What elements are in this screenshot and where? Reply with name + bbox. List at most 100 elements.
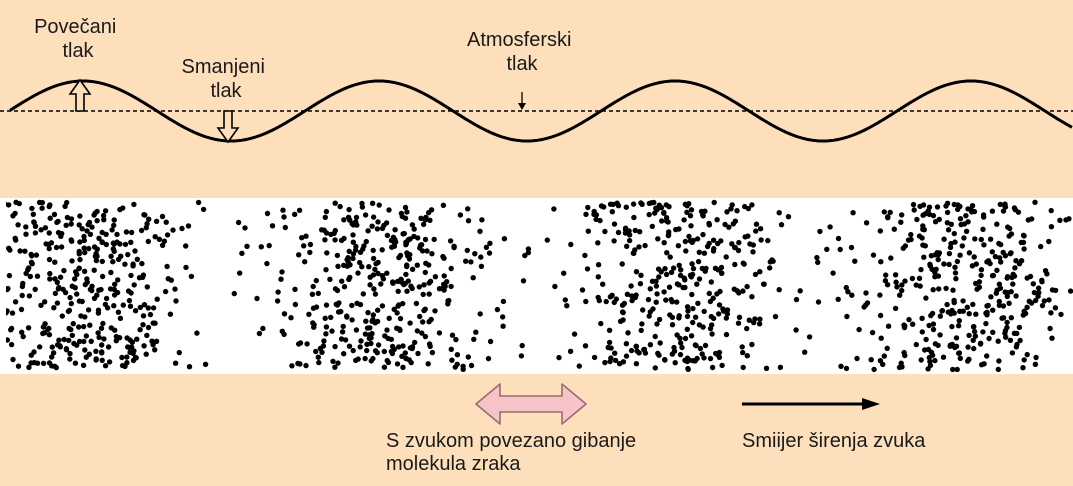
molecule-dot (607, 358, 613, 365)
molecule-dot (441, 273, 447, 279)
molecule-dot (906, 316, 912, 323)
molecule-dot (477, 228, 483, 234)
molecule-dot (128, 239, 134, 245)
molecule-dot (971, 324, 977, 330)
molecule-dot (91, 267, 97, 273)
molecule-dot (12, 210, 18, 217)
molecule-dot (928, 253, 935, 259)
molecule-dot (683, 248, 689, 254)
molecule-dot (111, 217, 117, 223)
molecule-dot (117, 206, 123, 213)
molecule-dot (313, 304, 320, 310)
molecule-dot (106, 359, 113, 365)
molecule-dot (124, 354, 130, 360)
molecule-dot (715, 267, 721, 273)
molecule-dot (863, 220, 870, 226)
molecule-dot (706, 240, 712, 247)
decreased-pressure-label: Smanjeni tlak (182, 56, 271, 102)
molecule-dot (996, 302, 1003, 308)
molecule-dot (898, 219, 904, 225)
molecule-dot (664, 250, 670, 256)
molecule-dot (357, 259, 363, 266)
molecule-dot (103, 241, 110, 248)
molecule-dot (82, 347, 88, 353)
molecule-dot (102, 363, 109, 369)
molecule-dot (95, 330, 101, 336)
molecule-dot (346, 343, 353, 349)
molecule-dot (628, 347, 635, 354)
molecule-dot (427, 278, 434, 284)
molecule-dot (307, 249, 313, 256)
molecule-dot (117, 315, 124, 321)
molecule-dot (520, 278, 527, 284)
molecule-dot (921, 227, 927, 233)
molecule-dot (10, 356, 16, 363)
molecule-dot (640, 307, 646, 313)
molecule-dot (719, 270, 725, 276)
molecule-dot (884, 282, 891, 288)
molecule-dot (1014, 330, 1020, 337)
molecule-dot (426, 262, 432, 268)
molecule-dot (746, 317, 752, 323)
molecule-dot (740, 349, 746, 356)
molecule-dot (765, 237, 771, 244)
molecule-dot (802, 349, 808, 355)
molecule-dot (972, 236, 978, 242)
molecule-dot (418, 215, 424, 221)
molecule-dot (119, 354, 125, 361)
molecule-dot (671, 344, 677, 351)
molecule-dot (454, 361, 460, 367)
molecule-dot (1049, 335, 1055, 341)
molecule-dot (793, 327, 799, 333)
molecule-dot (323, 267, 329, 273)
molecule-dot (66, 337, 72, 344)
molecule-dot (103, 295, 110, 302)
molecule-dot (404, 262, 410, 268)
molecule-dot (389, 244, 395, 250)
molecule-dot (357, 344, 363, 350)
molecule-dot (626, 232, 633, 238)
molecule-dot (93, 348, 99, 354)
molecule-dot (948, 240, 954, 247)
molecule-dot (79, 226, 85, 232)
molecule-dot (93, 257, 100, 264)
molecule-dot (628, 283, 634, 289)
molecule-dot (848, 244, 855, 251)
molecule-dot (663, 271, 670, 278)
molecule-dot (426, 319, 432, 325)
molecule-dot (996, 298, 1002, 305)
molecule-dot (279, 269, 285, 275)
molecule-dot (384, 270, 390, 276)
molecule-dot (850, 210, 856, 216)
molecule-dot (412, 339, 418, 346)
molecule-dot (63, 222, 69, 228)
molecule-dot (613, 296, 619, 302)
molecule-dot (355, 356, 361, 362)
molecule-dot (731, 286, 737, 292)
molecule-dot (54, 279, 60, 285)
molecule-dot (70, 321, 77, 327)
molecule-dot (375, 307, 381, 313)
molecule-dot (341, 351, 347, 357)
molecule-dot (394, 361, 401, 367)
molecule-dot (82, 249, 88, 256)
molecule-dot (585, 228, 591, 234)
molecule-dot (923, 336, 929, 343)
molecule-dot (966, 250, 973, 256)
molecule-dot (633, 269, 640, 275)
molecule-dot (600, 281, 606, 287)
molecule-dot (965, 206, 971, 212)
molecule-dot (323, 331, 329, 337)
molecule-dot (92, 210, 98, 216)
molecule-dot (706, 290, 712, 297)
molecule-dot (352, 247, 359, 253)
molecule-dot (921, 254, 927, 260)
molecule-dot (46, 332, 53, 338)
molecule-dot (518, 353, 525, 359)
molecule-dot (871, 366, 877, 373)
molecule-dot (1027, 273, 1034, 280)
molecule-dot (483, 244, 490, 250)
molecule-dot (436, 330, 443, 336)
molecule-dot (564, 303, 570, 309)
molecule-dot (1007, 251, 1013, 257)
